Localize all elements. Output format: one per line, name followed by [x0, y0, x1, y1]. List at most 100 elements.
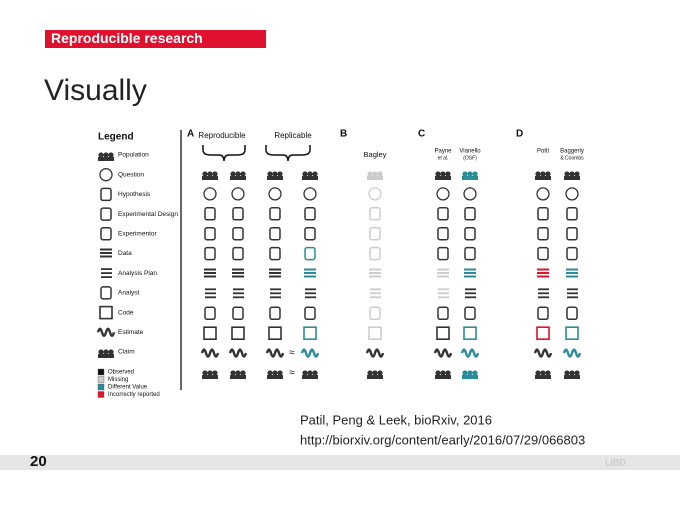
icon-shape	[566, 246, 578, 261]
key-swatch	[97, 376, 105, 383]
column-note: (OSF)	[463, 155, 477, 161]
icon-shape	[304, 275, 316, 278]
icon-shape	[472, 370, 478, 376]
icon-shape	[203, 326, 217, 341]
icon-shape	[433, 348, 453, 358]
legend-item: Analysis Plan	[118, 270, 157, 277]
icon	[537, 246, 549, 261]
icon-shape	[537, 226, 549, 241]
icon	[231, 187, 245, 201]
icon-shape	[566, 275, 578, 278]
icon-shape	[467, 370, 473, 376]
icon-shape	[437, 268, 449, 271]
icon-shape	[232, 275, 244, 278]
icon-shape	[436, 187, 450, 201]
icon	[565, 326, 579, 341]
icon	[100, 187, 112, 202]
key-item: Incorrectly reported	[108, 392, 160, 398]
icon-shape	[537, 272, 549, 274]
icon-shape	[437, 207, 449, 221]
icon	[533, 348, 553, 358]
key-swatch	[97, 383, 105, 391]
icon-shape	[100, 187, 112, 202]
icon	[228, 348, 248, 358]
icon-shape	[302, 370, 308, 376]
icon	[438, 288, 449, 299]
icon-shape	[567, 288, 578, 291]
icon	[267, 171, 283, 180]
icon-shape	[462, 375, 478, 379]
icon-shape	[370, 292, 381, 295]
icon	[437, 207, 449, 221]
icon-shape	[445, 370, 451, 376]
icon-shape	[437, 272, 449, 274]
icon	[269, 268, 281, 278]
icon	[367, 370, 383, 379]
icon-shape	[437, 275, 449, 278]
panel-label: C	[418, 129, 425, 140]
icon-shape	[230, 370, 236, 376]
icon-shape	[464, 207, 476, 221]
icon-shape	[302, 375, 318, 379]
icon	[99, 305, 113, 320]
icon	[265, 348, 285, 358]
icon-shape	[312, 171, 318, 177]
icon-shape	[305, 292, 316, 295]
icon-shape	[230, 171, 236, 177]
brace	[265, 145, 311, 162]
icon	[566, 246, 578, 261]
icon-shape	[302, 176, 318, 180]
icon-shape	[204, 246, 216, 261]
icon-shape	[569, 171, 575, 177]
icon-shape	[212, 370, 218, 376]
icon	[304, 306, 316, 321]
page-number: 20	[30, 453, 47, 470]
logo: LIBD	[605, 457, 626, 467]
icon-shape	[370, 296, 381, 299]
icon-shape	[300, 348, 320, 358]
icon-shape	[540, 370, 546, 376]
citation: Patil, Peng & Leek, bioRxiv, 2016	[300, 412, 492, 427]
icon	[303, 187, 317, 201]
icon-shape	[272, 370, 278, 376]
icon-shape	[202, 176, 218, 180]
icon-shape	[436, 326, 450, 341]
icon-shape	[235, 171, 241, 177]
icon-shape	[369, 275, 381, 278]
icon-shape	[204, 268, 216, 271]
icon-shape	[435, 171, 441, 177]
icon-shape	[464, 226, 476, 241]
icon	[464, 226, 476, 241]
icon	[436, 326, 450, 341]
icon	[566, 306, 578, 321]
icon-shape	[304, 272, 316, 274]
icon	[566, 207, 578, 221]
icon	[437, 268, 449, 278]
column-note: & Coombs	[560, 155, 584, 161]
icon-shape	[445, 171, 451, 177]
icon-shape	[464, 246, 476, 261]
icon	[464, 306, 476, 321]
legend-item: Population	[118, 152, 149, 159]
icon-shape	[305, 296, 316, 299]
icon-shape	[304, 268, 316, 271]
icon	[98, 349, 114, 358]
icon	[464, 246, 476, 261]
icon	[369, 268, 381, 278]
icon	[566, 226, 578, 241]
approx-sign: ≈	[289, 368, 295, 379]
icon-shape	[566, 207, 578, 221]
icon-shape	[304, 306, 316, 321]
icon	[538, 288, 549, 299]
icon-shape	[269, 275, 281, 278]
icon-shape	[302, 171, 308, 177]
icon-shape	[535, 171, 541, 177]
icon-shape	[437, 226, 449, 241]
icon	[536, 187, 550, 201]
icon-shape	[464, 272, 476, 274]
icon-shape	[537, 246, 549, 261]
icon	[304, 246, 316, 261]
icon	[462, 171, 478, 180]
header-bar	[45, 30, 266, 48]
